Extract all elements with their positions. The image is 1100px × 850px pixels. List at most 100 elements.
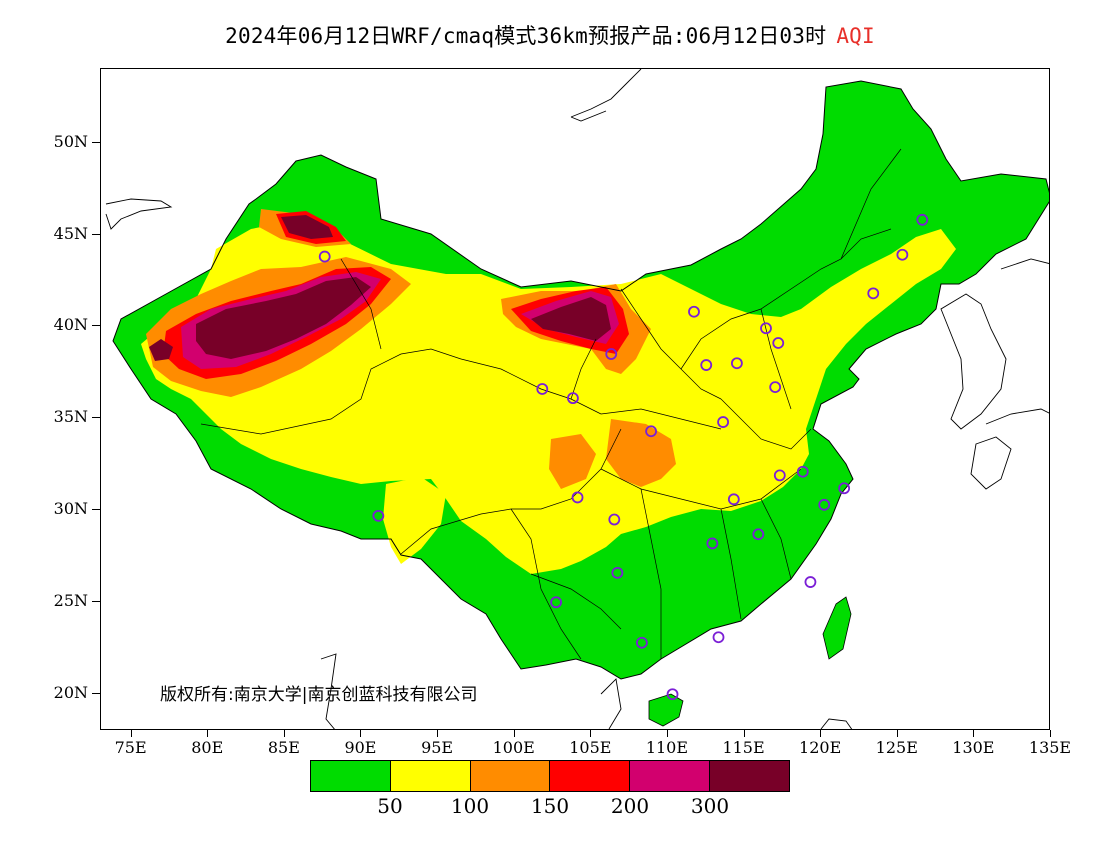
legend-label-200: 200 bbox=[610, 794, 650, 818]
legend-swatch-0 bbox=[311, 761, 391, 791]
y-tick-label-30N: 30N bbox=[53, 499, 88, 519]
x-tick-label-80E: 80E bbox=[191, 738, 224, 757]
city-marker-icon bbox=[727, 493, 740, 506]
y-tick bbox=[92, 417, 100, 419]
city-marker-icon bbox=[717, 416, 729, 428]
legend-swatch-2 bbox=[470, 761, 551, 791]
x-tick bbox=[1050, 730, 1051, 737]
x-tick bbox=[513, 730, 515, 737]
x-tick-label-105E: 105E bbox=[569, 738, 612, 757]
province-lines bbox=[200, 148, 902, 660]
city-marker-icon bbox=[611, 566, 624, 579]
x-tick-label-135E: 135E bbox=[1028, 738, 1072, 757]
map-panel bbox=[100, 68, 1050, 730]
x-tick-label-115E: 115E bbox=[722, 738, 765, 757]
city-marker-icon bbox=[796, 465, 809, 478]
aqi-region-hazardous-west bbox=[149, 339, 173, 361]
aqi-region-hazardous-north bbox=[281, 215, 333, 239]
y-tick-label-50N: 50N bbox=[53, 131, 88, 151]
legend-label-50: 50 bbox=[377, 794, 403, 818]
city-marker-icon bbox=[605, 348, 618, 360]
city-marker-icon bbox=[804, 576, 817, 588]
x-tick bbox=[820, 730, 822, 737]
city-marker-icon bbox=[635, 636, 648, 649]
x-tick bbox=[743, 730, 745, 737]
city-marker-icon bbox=[867, 287, 880, 300]
x-tick bbox=[590, 730, 592, 737]
x-tick-label-90E: 90E bbox=[344, 738, 377, 757]
y-tick bbox=[92, 233, 100, 235]
x-tick-label-125E: 125E bbox=[875, 738, 918, 757]
aqi-region-hazardous-east bbox=[531, 297, 611, 341]
city-marker-icon bbox=[688, 305, 700, 318]
city-marker-icon bbox=[706, 537, 719, 550]
city-marker-icon bbox=[550, 596, 562, 609]
x-tick bbox=[896, 730, 898, 737]
title-main: 2024年06月12日WRF/cmaq模式36km预报产品:06月12日03时 bbox=[225, 24, 827, 48]
legend-swatch-4 bbox=[630, 761, 711, 791]
y-tick bbox=[92, 601, 100, 603]
y-tick-label-25N: 25N bbox=[53, 591, 88, 611]
y-tick bbox=[92, 693, 100, 695]
china-border bbox=[112, 80, 1049, 680]
city-marker-icon bbox=[372, 509, 385, 522]
x-tick bbox=[130, 730, 132, 737]
legend-label-100: 100 bbox=[450, 794, 490, 818]
x-tick bbox=[283, 730, 285, 737]
city-marker-icon bbox=[536, 383, 549, 395]
aqi-region-usg-central bbox=[606, 419, 676, 487]
city-marker-icon bbox=[567, 392, 579, 405]
y-tick-label-40N: 40N bbox=[53, 315, 88, 335]
city-markers bbox=[318, 213, 929, 701]
x-tick bbox=[973, 730, 975, 737]
city-marker-icon bbox=[700, 359, 713, 371]
map-title: 2024年06月12日WRF/cmaq模式36km预报产品:06月12日03时 A… bbox=[0, 20, 1100, 50]
x-tick bbox=[437, 730, 439, 737]
city-marker-icon bbox=[818, 498, 831, 511]
city-marker-icon bbox=[645, 425, 657, 438]
city-marker-icon bbox=[318, 250, 331, 263]
legend-swatch-5 bbox=[710, 761, 789, 791]
aqi-legend bbox=[310, 760, 790, 792]
x-tick-label-75E: 75E bbox=[114, 738, 147, 757]
city-marker-icon bbox=[608, 513, 621, 526]
hainan-island bbox=[648, 693, 684, 727]
city-marker-icon bbox=[838, 482, 851, 495]
city-marker-icon bbox=[916, 213, 929, 226]
city-marker-icon bbox=[752, 528, 765, 541]
x-tick bbox=[666, 730, 668, 737]
y-tick bbox=[92, 509, 100, 511]
city-marker-icon bbox=[769, 381, 782, 394]
y-tick bbox=[92, 141, 100, 143]
legend-swatch-3 bbox=[550, 761, 631, 791]
y-tick-label-35N: 35N bbox=[53, 407, 88, 427]
x-tick-label-110E: 110E bbox=[645, 738, 689, 757]
x-tick-label-85E: 85E bbox=[267, 738, 300, 757]
city-marker-icon bbox=[571, 491, 584, 504]
coastlines bbox=[105, 69, 1049, 729]
y-tick bbox=[92, 325, 100, 327]
taiwan-island bbox=[822, 596, 852, 660]
city-marker-icon bbox=[712, 631, 725, 644]
city-marker-icon bbox=[666, 688, 679, 701]
aqi-region-usg-sichuan bbox=[549, 434, 596, 489]
aqi-region-moderate-tibet bbox=[383, 477, 446, 564]
city-marker-icon bbox=[760, 322, 772, 335]
x-tick-label-100E: 100E bbox=[492, 738, 535, 757]
x-tick bbox=[207, 730, 209, 737]
aqi-region-hazardous bbox=[196, 277, 371, 359]
copyright-text: 版权所有:南京大学|南京创蓝科技有限公司 bbox=[160, 685, 478, 705]
x-tick bbox=[360, 730, 362, 737]
title-variable: AQI bbox=[836, 24, 875, 48]
x-tick-label-130E: 130E bbox=[952, 738, 995, 757]
city-marker-icon bbox=[730, 357, 743, 370]
aqi-map bbox=[105, 69, 1049, 729]
x-tick-label-120E: 120E bbox=[799, 738, 842, 757]
legend-label-150: 150 bbox=[530, 794, 570, 818]
y-tick-label-20N: 20N bbox=[53, 683, 88, 703]
city-marker-icon bbox=[772, 337, 785, 349]
legend-label-300: 300 bbox=[690, 794, 730, 818]
y-tick-label-45N: 45N bbox=[53, 223, 88, 243]
city-marker-icon bbox=[773, 469, 786, 482]
city-marker-icon bbox=[896, 248, 909, 261]
